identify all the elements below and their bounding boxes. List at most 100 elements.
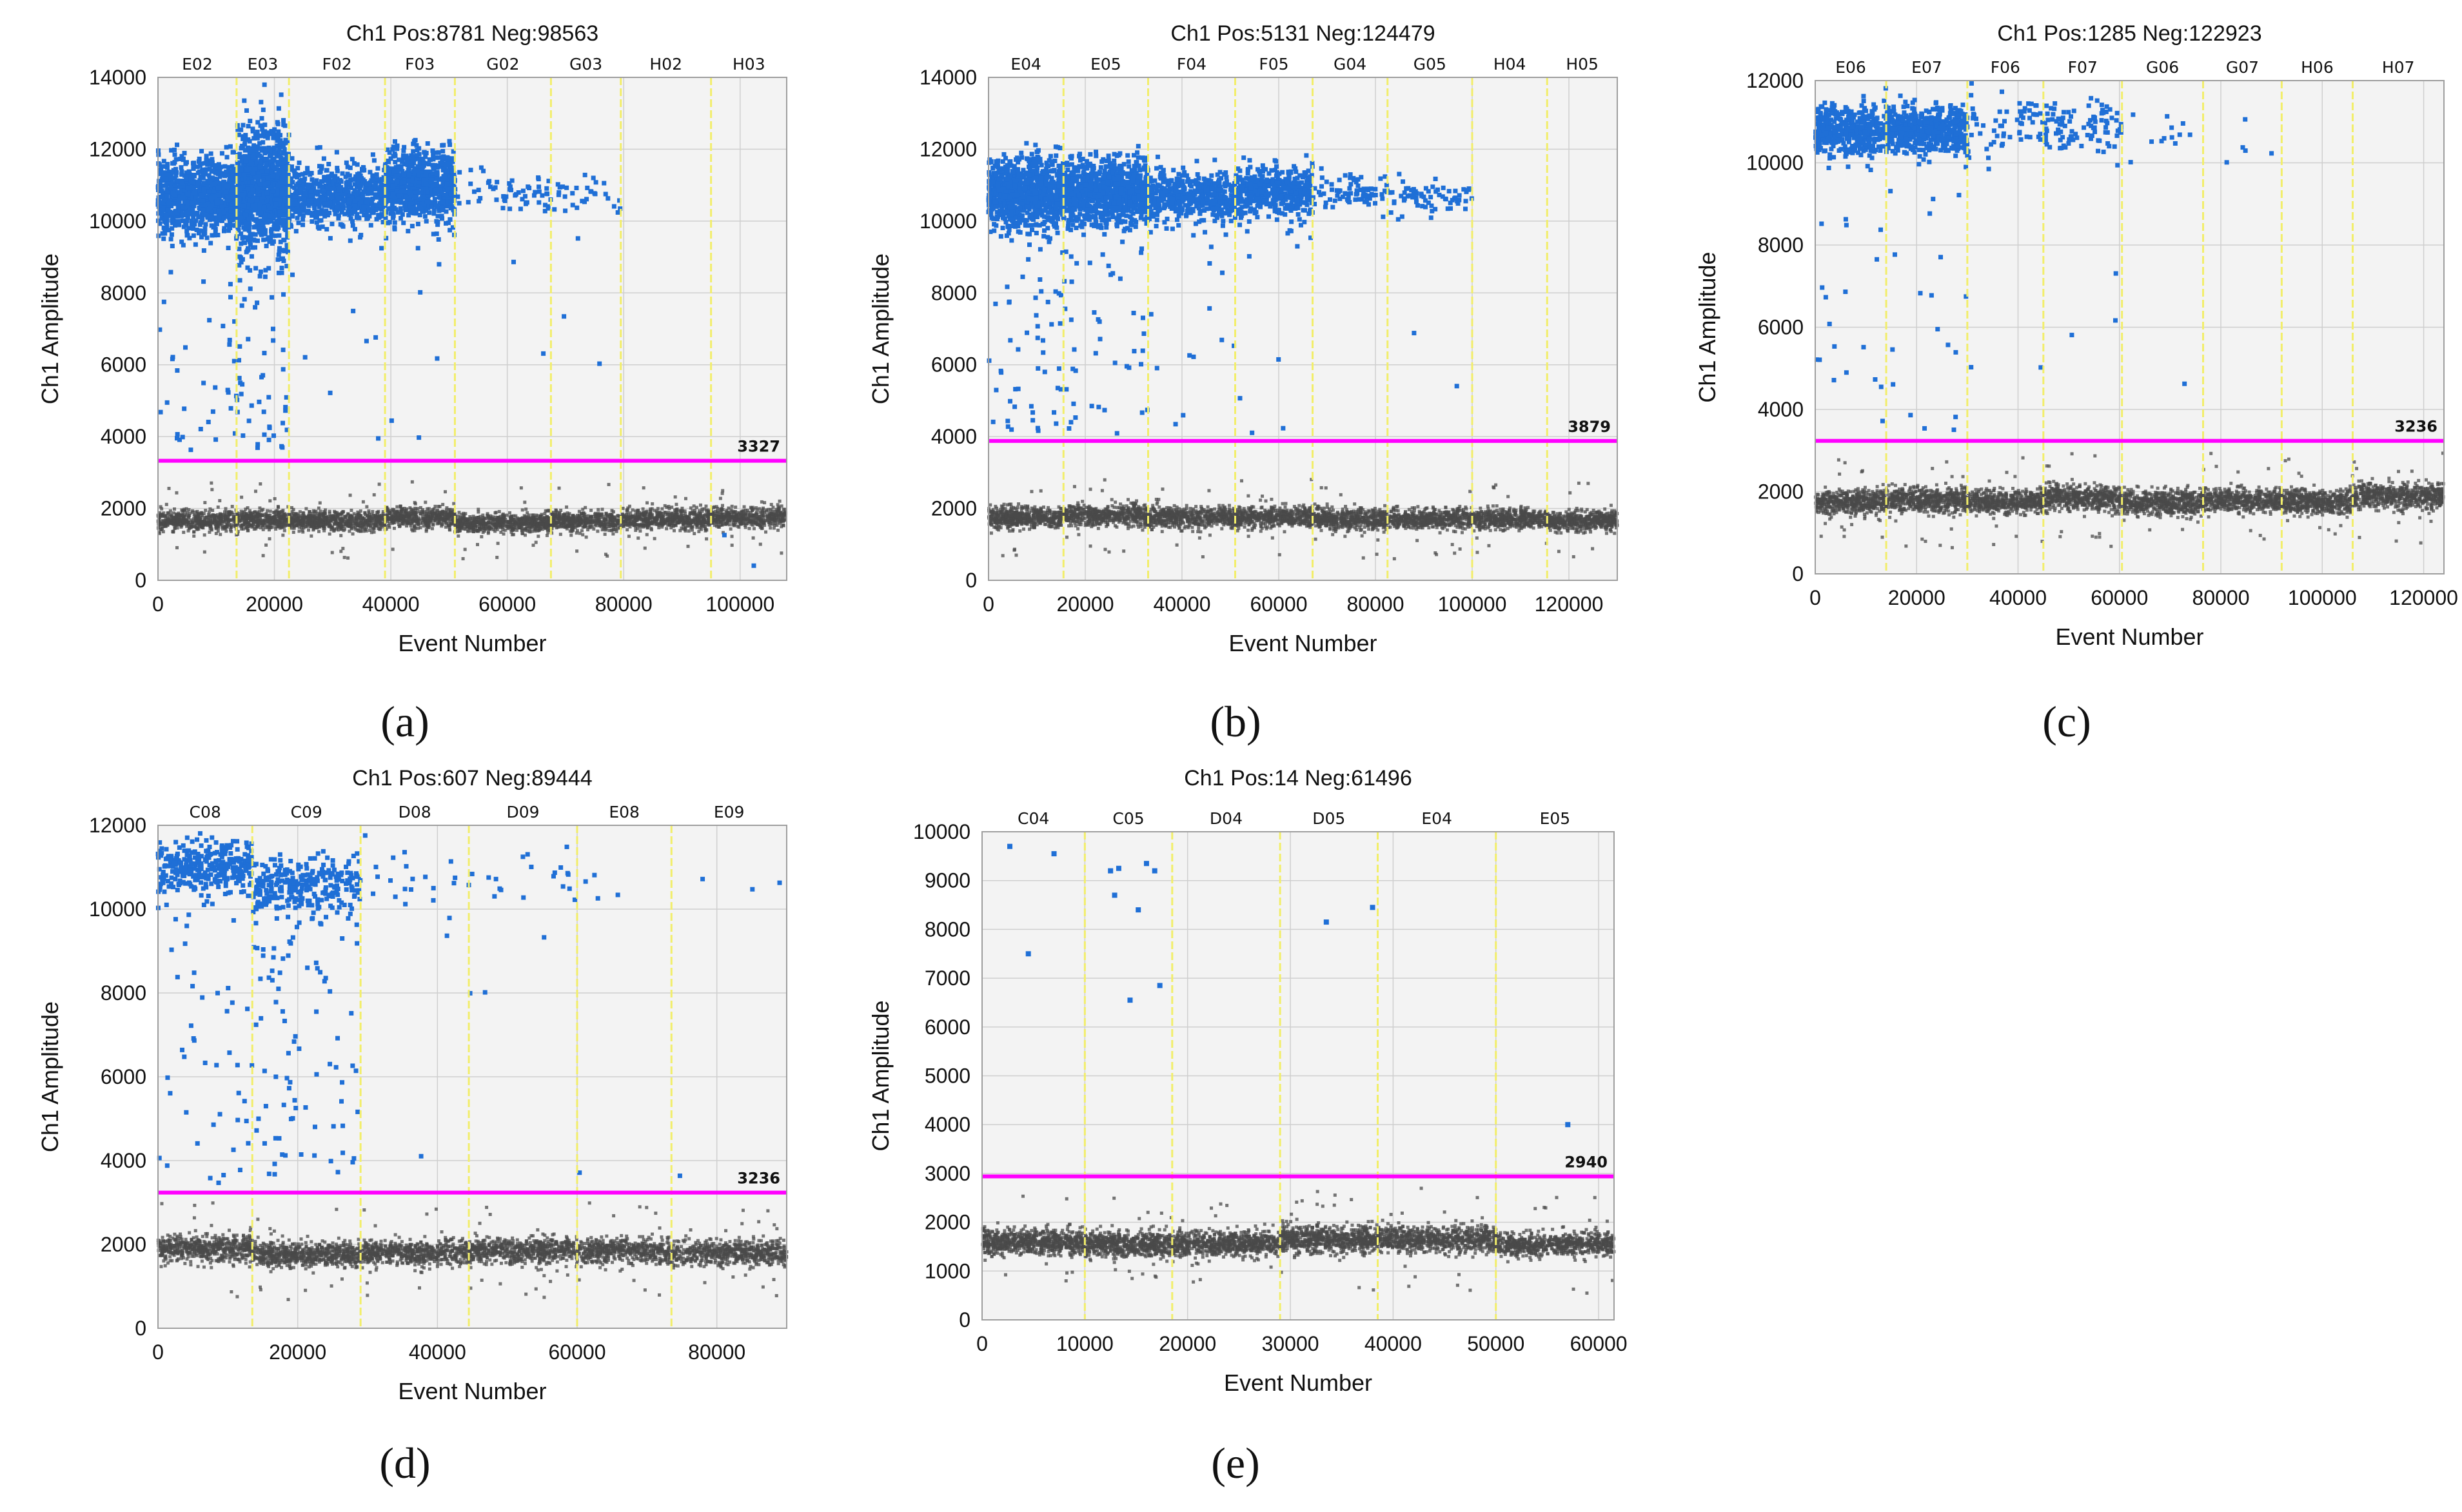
negative-droplet — [625, 528, 629, 532]
negative-droplet — [348, 515, 352, 518]
negative-droplet — [713, 513, 717, 517]
negative-droplet — [311, 523, 315, 527]
negative-droplet — [316, 519, 320, 523]
positive-droplet — [196, 159, 201, 164]
negative-droplet — [456, 522, 460, 526]
positive-droplet — [188, 176, 193, 181]
negative-droplet — [526, 522, 529, 526]
negative-droplet — [535, 517, 538, 521]
negative-droplet — [165, 514, 169, 518]
negative-droplet — [161, 524, 165, 528]
negative-droplet — [184, 518, 188, 522]
positive-droplet — [173, 173, 179, 178]
negative-droplet — [244, 507, 248, 511]
negative-droplet — [614, 523, 618, 527]
negative-droplet — [775, 524, 779, 527]
negative-droplet — [580, 512, 584, 516]
negative-droplet — [388, 522, 391, 525]
positive-droplet — [216, 162, 221, 167]
negative-droplet — [167, 487, 171, 491]
negative-droplet — [694, 513, 698, 517]
negative-droplet — [437, 513, 441, 517]
negative-droplet — [438, 504, 442, 508]
negative-droplet — [527, 527, 531, 531]
y-tick-label: 0 — [135, 569, 146, 592]
negative-droplet — [274, 516, 278, 520]
negative-droplet — [697, 529, 701, 533]
negative-droplet — [524, 507, 528, 511]
negative-droplet — [225, 510, 229, 514]
negative-droplet — [755, 513, 759, 516]
negative-droplet — [608, 524, 612, 528]
positive-droplet — [162, 201, 168, 206]
negative-droplet — [502, 532, 506, 536]
negative-droplet — [600, 515, 604, 519]
negative-droplet — [584, 516, 587, 520]
negative-droplet — [700, 509, 704, 513]
negative-droplet — [547, 509, 551, 513]
negative-droplet — [408, 517, 412, 521]
negative-droplet — [375, 518, 379, 522]
negative-droplet — [371, 509, 375, 513]
negative-droplet — [763, 501, 767, 505]
negative-droplet — [621, 515, 625, 518]
negative-droplet — [236, 533, 240, 536]
negative-droplet — [274, 527, 278, 531]
positive-droplet — [224, 169, 229, 174]
positive-droplet — [228, 206, 233, 211]
negative-droplet — [328, 532, 331, 536]
negative-droplet — [744, 518, 747, 522]
negative-droplet — [348, 516, 351, 520]
negative-droplet — [671, 522, 675, 525]
negative-droplet — [604, 553, 607, 556]
positive-droplet — [183, 208, 188, 213]
negative-droplet — [435, 516, 439, 520]
negative-droplet — [573, 515, 577, 518]
negative-droplet — [342, 556, 346, 560]
positive-droplet — [204, 235, 210, 241]
negative-droplet — [522, 522, 526, 525]
negative-droplet — [490, 526, 494, 530]
positive-droplet — [228, 226, 233, 231]
negative-droplet — [462, 524, 466, 528]
positive-droplet — [184, 221, 189, 226]
negative-droplet — [590, 525, 594, 529]
negative-droplet — [523, 533, 527, 537]
negative-droplet — [555, 517, 559, 521]
negative-droplet — [308, 510, 311, 514]
negative-droplet — [668, 515, 672, 519]
negative-droplet — [408, 506, 412, 510]
x-tick-label: 100000 — [705, 593, 774, 616]
negative-droplet — [468, 519, 472, 523]
negative-droplet — [545, 533, 549, 537]
negative-droplet — [550, 527, 554, 531]
negative-droplet — [319, 509, 322, 513]
negative-droplet — [593, 513, 597, 516]
positive-droplet — [160, 174, 165, 179]
negative-droplet — [667, 518, 671, 522]
positive-droplet — [208, 199, 213, 204]
positive-droplet — [213, 162, 218, 168]
negative-droplet — [187, 525, 191, 529]
negative-droplet — [730, 513, 734, 516]
negative-droplet — [531, 513, 535, 517]
negative-droplet — [667, 511, 671, 515]
negative-droplet — [693, 532, 696, 536]
negative-droplet — [756, 523, 760, 527]
negative-droplet — [771, 509, 774, 513]
negative-droplet — [632, 524, 636, 527]
negative-droplet — [474, 524, 478, 528]
negative-droplet — [757, 515, 761, 518]
negative-droplet — [331, 517, 335, 521]
negative-droplet — [327, 517, 331, 521]
negative-droplet — [783, 507, 787, 511]
negative-droplet — [666, 516, 670, 520]
negative-droplet — [362, 525, 366, 529]
negative-droplet — [302, 511, 306, 515]
negative-droplet — [489, 514, 493, 518]
negative-droplet — [763, 524, 767, 527]
positive-droplet — [159, 166, 164, 171]
x-tick-label: 60000 — [478, 593, 536, 616]
negative-droplet-band — [383, 480, 457, 551]
negative-droplet — [230, 504, 234, 508]
